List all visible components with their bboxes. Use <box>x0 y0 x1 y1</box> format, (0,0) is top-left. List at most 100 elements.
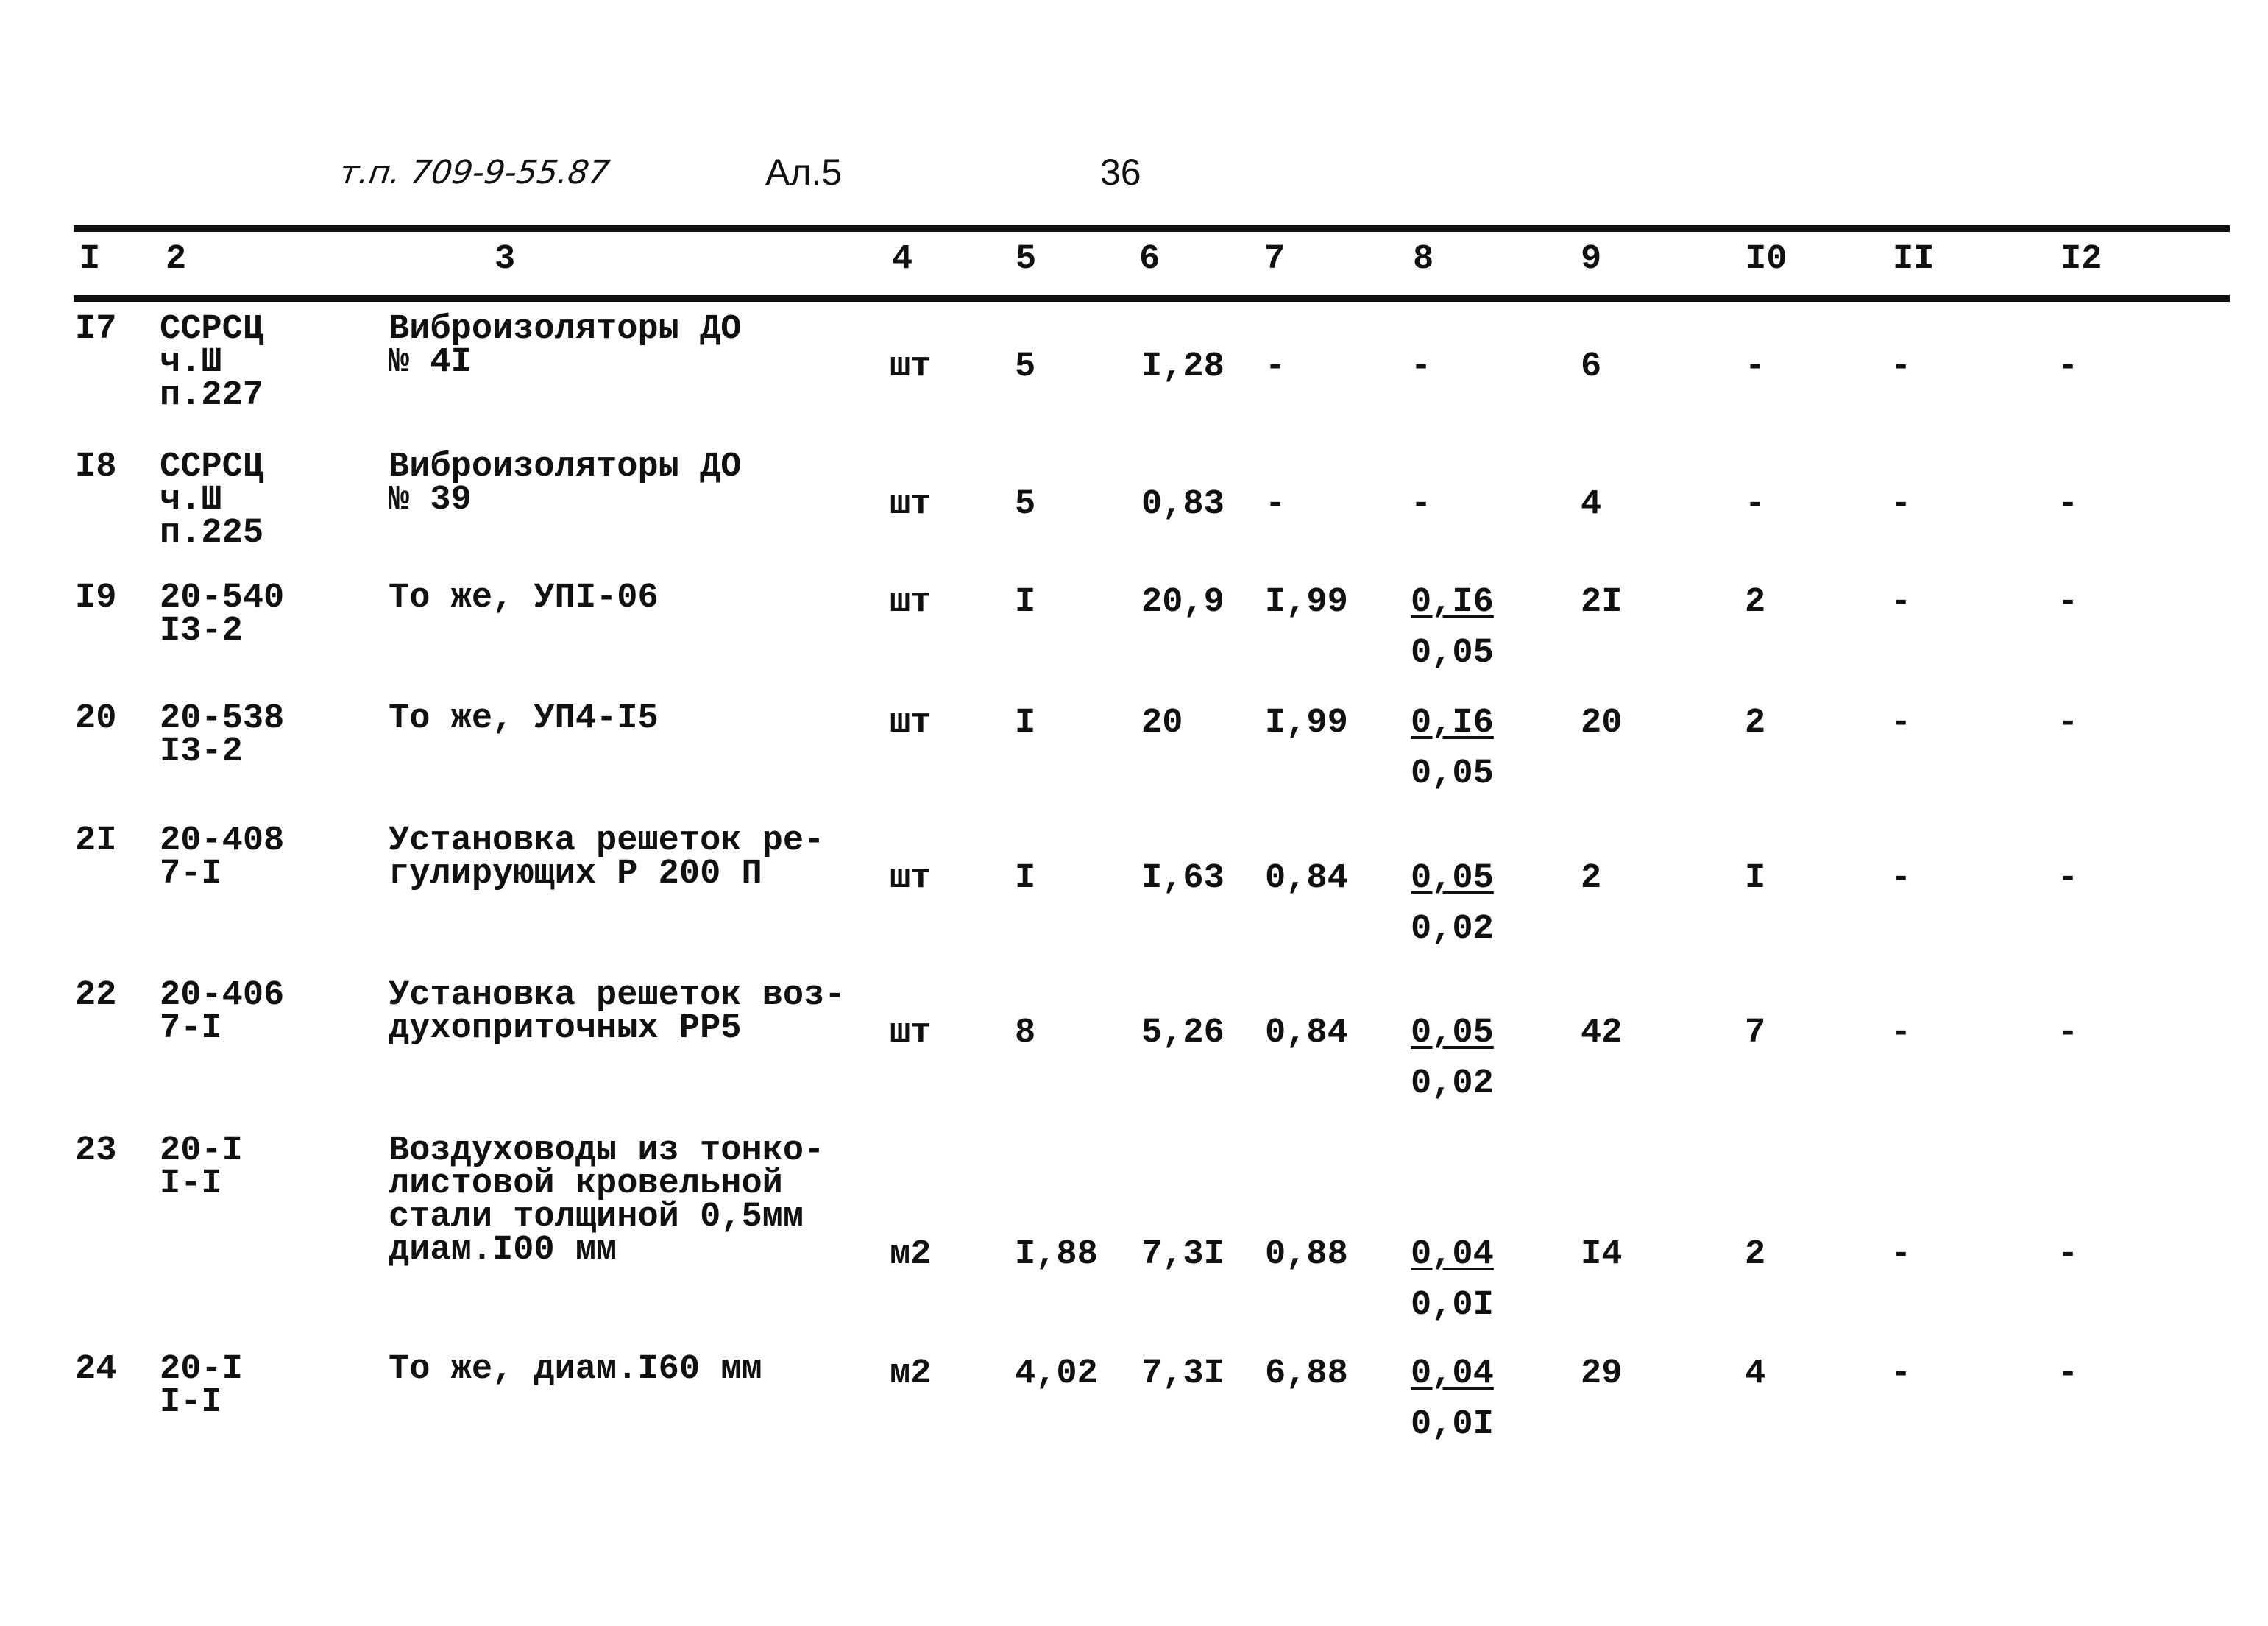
column-header: 9 <box>1581 240 1602 279</box>
cell-c9: 42 <box>1581 1014 1623 1053</box>
norm-code: I-I <box>160 1164 222 1203</box>
norm-code: ч.Ш <box>160 343 222 382</box>
unit: шт <box>890 583 932 622</box>
work-description: Установка решеток воз- <box>389 976 846 1015</box>
cell-c8: 0,02 <box>1411 1064 1494 1103</box>
unit: шт <box>890 704 932 743</box>
cell-c11: - <box>1890 347 1912 386</box>
cell-c7: 0,88 <box>1265 1235 1348 1274</box>
cell-c6: 20,9 <box>1141 583 1225 622</box>
cell-c9: 2 <box>1581 859 1602 898</box>
cell-c7: 6,88 <box>1265 1354 1348 1393</box>
cell-c7: I,99 <box>1265 583 1348 622</box>
cell-c7: I,99 <box>1265 704 1348 743</box>
norm-code: 7-I <box>160 1009 222 1048</box>
cell-c9: 29 <box>1581 1354 1623 1393</box>
row-number: I9 <box>75 579 117 618</box>
row-number: I7 <box>75 310 117 349</box>
norm-code: 20-540 <box>160 579 285 618</box>
cell-c10: I <box>1745 859 1766 898</box>
cell-c11: - <box>1890 1354 1912 1393</box>
cell-c8: 0,05 <box>1411 754 1494 793</box>
cell-c12: - <box>2058 485 2079 524</box>
cell-c12: - <box>2058 1235 2079 1274</box>
cell-c11: - <box>1890 485 1912 524</box>
cell-c6: I,63 <box>1141 859 1225 898</box>
cell-c8: 0,0I <box>1411 1405 1494 1444</box>
cell-c10: 2 <box>1745 583 1766 622</box>
cell-c11: - <box>1890 1235 1912 1274</box>
cell-c10: 7 <box>1745 1014 1766 1053</box>
album-number: Ал.5 <box>765 152 843 193</box>
norm-code: I3-2 <box>160 612 243 651</box>
table-top-rule <box>74 225 2230 232</box>
cell-c11: - <box>1890 704 1912 743</box>
column-header: 7 <box>1264 240 1286 279</box>
cell-c5: 5 <box>1015 347 1036 386</box>
cell-c8: 0,I6 <box>1411 583 1494 622</box>
unit: м2 <box>890 1235 932 1274</box>
cell-c12: - <box>2058 704 2079 743</box>
work-description: Виброизоляторы ДО <box>389 310 742 349</box>
work-description: Виброизоляторы ДО <box>389 448 742 487</box>
row-number: 2I <box>75 821 117 860</box>
document-code: т.п. 709-9-55.87 <box>337 154 612 191</box>
unit: шт <box>890 1014 932 1053</box>
cell-c5: I <box>1015 859 1036 898</box>
cell-c8: 0,I6 <box>1411 704 1494 743</box>
norm-code: 20-I <box>160 1131 243 1170</box>
cell-c8: 0,05 <box>1411 634 1494 673</box>
cell-c11: - <box>1890 1014 1912 1053</box>
cell-c5: 4,02 <box>1015 1354 1098 1393</box>
norm-code: 20-538 <box>160 699 285 738</box>
cell-c9: 2I <box>1581 583 1623 622</box>
work-description: Воздуховоды из тонко- <box>389 1131 825 1170</box>
cell-c10: - <box>1745 347 1766 386</box>
unit: шт <box>890 347 932 386</box>
norm-code: ССРСЦ <box>160 448 264 487</box>
column-header: 2 <box>166 240 187 279</box>
cell-c6: 0,83 <box>1141 485 1225 524</box>
row-number: 22 <box>75 976 117 1015</box>
work-description: Установка решеток ре- <box>389 821 825 860</box>
work-description: листовой кровельной <box>389 1164 783 1203</box>
norm-code: п.227 <box>160 376 264 415</box>
column-header: 4 <box>892 240 913 279</box>
cell-c5: I,88 <box>1015 1235 1098 1274</box>
cell-c9: 20 <box>1581 704 1623 743</box>
work-description: № 39 <box>389 481 472 520</box>
cell-c12: - <box>2058 859 2079 898</box>
cell-c9: 4 <box>1581 485 1602 524</box>
unit: м2 <box>890 1354 932 1393</box>
column-header: 8 <box>1413 240 1434 279</box>
cell-c12: - <box>2058 583 2079 622</box>
cell-c7: 0,84 <box>1265 859 1348 898</box>
cell-c10: 2 <box>1745 1235 1766 1274</box>
cell-c6: 7,3I <box>1141 1354 1225 1393</box>
column-header: I <box>79 240 101 279</box>
cell-c5: 8 <box>1015 1014 1036 1053</box>
work-description: стали толщиной 0,5мм <box>389 1198 804 1237</box>
cell-c5: I <box>1015 704 1036 743</box>
work-description: То же, УПI-06 <box>389 579 659 618</box>
header-bottom-rule <box>74 295 2230 302</box>
norm-code: ССРСЦ <box>160 310 264 349</box>
cell-c8: 0,05 <box>1411 859 1494 898</box>
cell-c12: - <box>2058 1014 2079 1053</box>
cell-c6: 20 <box>1141 704 1183 743</box>
norm-code: I-I <box>160 1383 222 1422</box>
work-description: диам.I00 мм <box>389 1231 617 1270</box>
cell-c8: - <box>1411 347 1432 386</box>
cell-c8: - <box>1411 485 1432 524</box>
cell-c9: 6 <box>1581 347 1602 386</box>
cell-c11: - <box>1890 859 1912 898</box>
column-header: 5 <box>1016 240 1037 279</box>
cell-c10: 2 <box>1745 704 1766 743</box>
cell-c8: 0,05 <box>1411 1014 1494 1053</box>
cell-c8: 0,04 <box>1411 1354 1494 1393</box>
work-description: То же, УП4-I5 <box>389 699 659 738</box>
norm-code: I3-2 <box>160 732 243 771</box>
column-header: I2 <box>2060 240 2102 279</box>
norm-code: 20-406 <box>160 976 285 1015</box>
norm-code: п.225 <box>160 514 264 553</box>
